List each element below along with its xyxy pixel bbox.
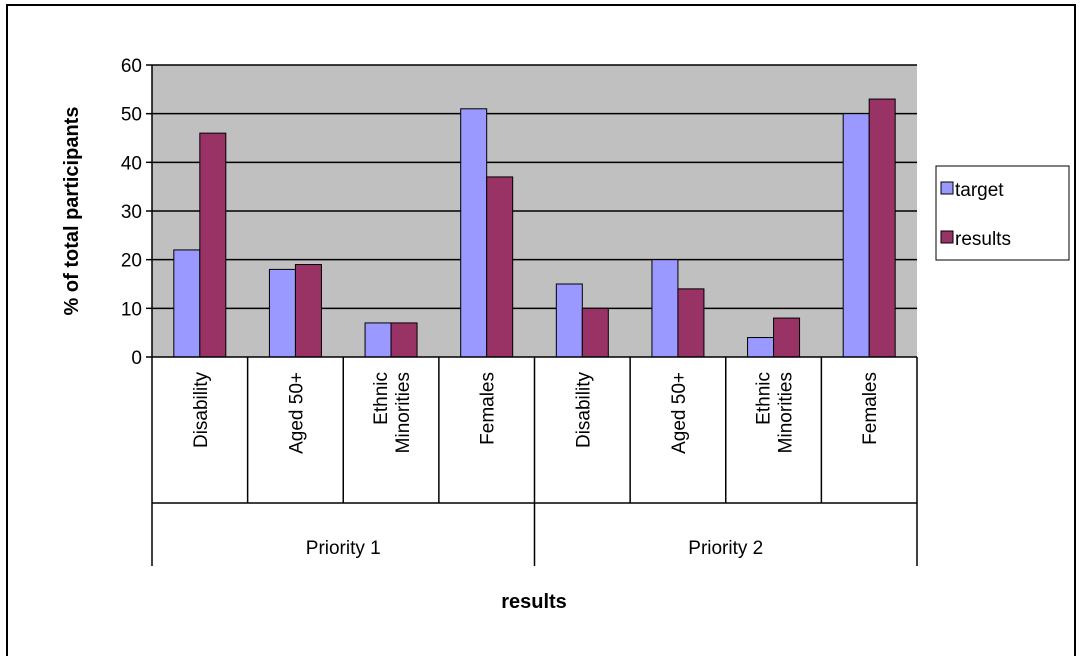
bar-results — [199, 132, 227, 358]
category-label-line: Minorities — [393, 372, 414, 453]
category-label-line: Females — [478, 372, 499, 445]
bar-results — [581, 307, 609, 358]
bar-target — [173, 249, 201, 358]
bar-target — [268, 268, 296, 358]
category-label: Aged 50+ — [669, 372, 690, 454]
legend: target results — [935, 165, 1070, 261]
axes — [146, 64, 918, 566]
x-axis-title: results — [501, 591, 567, 613]
bar-results — [390, 322, 418, 358]
category-label-line: Aged 50+ — [286, 372, 307, 454]
legend-box — [935, 165, 1070, 261]
bar-target — [747, 337, 775, 358]
bar-target — [364, 322, 392, 358]
y-tick-label: 10 — [121, 299, 142, 320]
category-label-line: Ethnic — [371, 372, 392, 425]
bar-target — [555, 283, 583, 358]
bar-target — [460, 108, 488, 358]
category-label-line: Disability — [191, 372, 212, 449]
y-tick-label: 40 — [121, 153, 142, 174]
group-label: Priority 1 — [306, 538, 381, 559]
category-label-line: Ethnic — [754, 372, 775, 425]
category-label-line: Aged 50+ — [669, 372, 690, 454]
y-tick-label: 20 — [121, 251, 142, 272]
category-label-line: Minorities — [776, 372, 797, 453]
y-tick-labels: 0 10 20 30 40 50 60 — [121, 56, 142, 369]
group-labels: Priority 1 Priority 2 — [306, 538, 763, 559]
category-label: EthnicMinorities — [754, 372, 797, 453]
bars — [173, 98, 896, 358]
bar-target — [842, 113, 870, 358]
bar-results — [294, 264, 322, 358]
bar-results — [677, 288, 705, 358]
category-label: Disability — [191, 372, 212, 449]
gridlines — [152, 64, 917, 310]
category-label-line: Females — [860, 372, 881, 445]
group-label: Priority 2 — [688, 538, 763, 559]
category-label: Aged 50+ — [286, 372, 307, 454]
legend-label-results: results — [955, 229, 1011, 250]
bar-results — [486, 176, 514, 358]
legend-label-target: target — [955, 180, 1004, 201]
y-tick-label: 30 — [121, 202, 142, 223]
y-tick-label: 60 — [121, 56, 142, 77]
category-label: EthnicMinorities — [371, 372, 414, 453]
legend-swatch-results — [940, 230, 954, 244]
y-tick-label: 0 — [131, 348, 142, 369]
category-label: Disability — [573, 372, 594, 449]
category-labels: Disability Aged 50+ EthnicMinorities Female… — [191, 372, 881, 454]
category-label: Females — [478, 372, 499, 445]
legend-swatch-target — [940, 181, 954, 195]
bar-results — [868, 98, 896, 358]
bar-results — [773, 317, 801, 358]
category-label-line: Disability — [573, 372, 594, 449]
category-label: Females — [860, 372, 881, 445]
bar-target — [651, 259, 679, 358]
y-axis-title: % of total participants — [61, 107, 83, 316]
y-tick-label: 50 — [121, 105, 142, 126]
